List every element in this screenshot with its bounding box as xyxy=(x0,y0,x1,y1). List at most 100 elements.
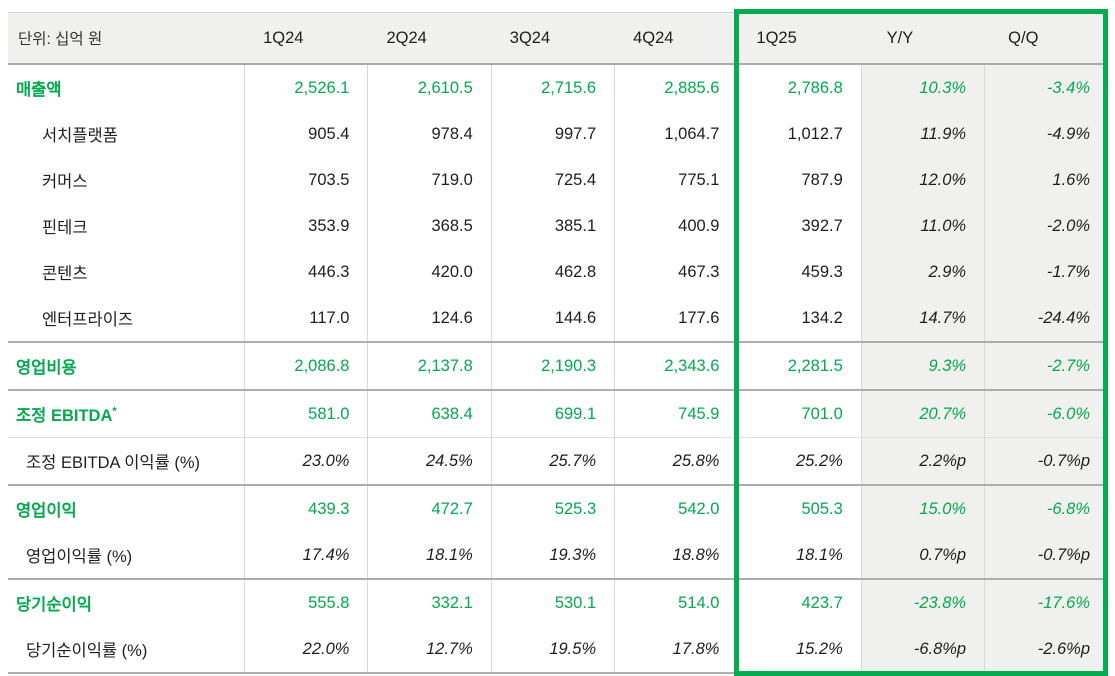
cell-value: 10.3% xyxy=(860,64,985,111)
cell-value: -2.0% xyxy=(984,203,1108,249)
cell-value: -6.8%p xyxy=(860,626,985,674)
cell-value: 423.7 xyxy=(737,578,862,626)
cell-value: -6.8% xyxy=(984,484,1108,532)
cell-value: 332.1 xyxy=(367,578,492,626)
row-label: 매출액 xyxy=(8,64,245,111)
cell-value: 134.2 xyxy=(737,295,862,342)
cell-value: 459.3 xyxy=(737,249,862,295)
cell-value: 462.8 xyxy=(490,249,615,295)
cell-value: 2,343.6 xyxy=(614,341,738,390)
cell-value: 19.3% xyxy=(490,532,615,579)
table-row: 커머스 703.5 719.0 725.4 775.1 787.9 12.0% … xyxy=(8,157,1108,203)
table-row: 당기순이익률 (%) 22.0% 12.7% 19.5% 17.8% 15.2%… xyxy=(8,626,1108,674)
cell-value: 1,064.7 xyxy=(614,111,738,157)
cell-value: 144.6 xyxy=(490,295,615,342)
table-body: 매출액 2,526.1 2,610.5 2,715.6 2,885.6 2,78… xyxy=(8,64,1108,674)
cell-value: 1,012.7 xyxy=(737,111,862,157)
cell-value: 787.9 xyxy=(737,157,862,203)
column-header-1q25: 1Q25 xyxy=(737,12,862,65)
quarterly-results-table: 단위: 십억 원 1Q24 2Q24 3Q24 4Q24 1Q25 Y/Y Q/… xyxy=(8,12,1108,674)
cell-value: 2.9% xyxy=(860,249,985,295)
cell-value: 701.0 xyxy=(737,389,862,438)
cell-value: 467.3 xyxy=(614,249,738,295)
cell-value: 2,190.3 xyxy=(490,341,615,390)
table-row: 영업비용 2,086.8 2,137.8 2,190.3 2,343.6 2,2… xyxy=(8,341,1108,390)
row-label: 영업이익 xyxy=(8,484,245,532)
cell-value: 2,715.6 xyxy=(490,64,615,111)
table-row: 엔터프라이즈 117.0 124.6 144.6 177.6 134.2 14.… xyxy=(8,295,1108,342)
cell-value: 2.2%p xyxy=(860,437,985,485)
table-row: 조정 EBITDA* 581.0 638.4 699.1 745.9 701.0… xyxy=(8,389,1108,438)
row-label: 콘텐츠 xyxy=(8,249,245,295)
row-label: 당기순이익 xyxy=(8,578,245,626)
cell-value: 905.4 xyxy=(244,111,368,157)
cell-value: 25.2% xyxy=(737,437,862,485)
cell-value: -0.7%p xyxy=(984,532,1108,579)
column-header-qq: Q/Q xyxy=(984,12,1108,65)
cell-value: 2,137.8 xyxy=(367,341,492,390)
cell-value: 400.9 xyxy=(614,203,738,249)
cell-value: 14.7% xyxy=(860,295,985,342)
table-row: 영업이익 439.3 472.7 525.3 542.0 505.3 15.0%… xyxy=(8,484,1108,532)
cell-value: -17.6% xyxy=(984,578,1108,626)
cell-value: 2,526.1 xyxy=(244,64,368,111)
cell-value: 719.0 xyxy=(367,157,492,203)
cell-value: -23.8% xyxy=(860,578,985,626)
cell-value: 18.1% xyxy=(367,532,492,579)
cell-value: 581.0 xyxy=(244,389,368,438)
row-label: 영업비용 xyxy=(8,341,245,390)
cell-value: 2,885.6 xyxy=(614,64,738,111)
cell-value: 117.0 xyxy=(244,295,368,342)
cell-value: 542.0 xyxy=(614,484,738,532)
cell-value: 23.0% xyxy=(244,437,368,485)
cell-value: -24.4% xyxy=(984,295,1108,342)
cell-value: 514.0 xyxy=(614,578,738,626)
header-row: 단위: 십억 원 1Q24 2Q24 3Q24 4Q24 1Q25 Y/Y Q/… xyxy=(8,12,1108,65)
column-header-2q24: 2Q24 xyxy=(367,12,492,65)
cell-value: 19.5% xyxy=(490,626,615,674)
cell-value: 2,281.5 xyxy=(737,341,862,390)
row-label: 조정 EBITDA* xyxy=(8,389,245,438)
row-label: 당기순이익률 (%) xyxy=(8,626,245,674)
cell-value: -6.0% xyxy=(984,389,1108,438)
cell-value: 20.7% xyxy=(860,389,985,438)
column-header-4q24: 4Q24 xyxy=(614,12,738,65)
cell-value: 9.3% xyxy=(860,341,985,390)
cell-value: -0.7%p xyxy=(984,437,1108,485)
cell-value: 439.3 xyxy=(244,484,368,532)
cell-value: 997.7 xyxy=(490,111,615,157)
cell-value: 18.1% xyxy=(737,532,862,579)
cell-value: 353.9 xyxy=(244,203,368,249)
row-label: 커머스 xyxy=(8,157,245,203)
cell-value: 25.8% xyxy=(614,437,738,485)
row-label: 조정 EBITDA 이익률 (%) xyxy=(8,437,245,485)
table-row: 당기순이익 555.8 332.1 530.1 514.0 423.7 -23.… xyxy=(8,578,1108,626)
row-label: 엔터프라이즈 xyxy=(8,295,245,342)
cell-value: 177.6 xyxy=(614,295,738,342)
cell-value: 18.8% xyxy=(614,532,738,579)
cell-value: 472.7 xyxy=(367,484,492,532)
cell-value: 15.0% xyxy=(860,484,985,532)
cell-value: 703.5 xyxy=(244,157,368,203)
cell-value: 24.5% xyxy=(367,437,492,485)
table-row: 조정 EBITDA 이익률 (%) 23.0% 24.5% 25.7% 25.8… xyxy=(8,437,1108,485)
row-label: 서치플랫폼 xyxy=(8,111,245,157)
cell-value: 2,086.8 xyxy=(244,341,368,390)
cell-value: 15.2% xyxy=(737,626,862,674)
cell-value: 505.3 xyxy=(737,484,862,532)
cell-value: -1.7% xyxy=(984,249,1108,295)
column-header-1q24: 1Q24 xyxy=(244,12,368,65)
cell-value: -2.6%p xyxy=(984,626,1108,674)
table-row: 영업이익률 (%) 17.4% 18.1% 19.3% 18.8% 18.1% … xyxy=(8,532,1108,579)
row-label: 영업이익률 (%) xyxy=(8,532,245,579)
cell-value: 25.7% xyxy=(490,437,615,485)
cell-value: 17.8% xyxy=(614,626,738,674)
financial-results-table: 단위: 십억 원 1Q24 2Q24 3Q24 4Q24 1Q25 Y/Y Q/… xyxy=(8,9,1108,676)
cell-value: 2,786.8 xyxy=(737,64,862,111)
cell-value: -3.4% xyxy=(984,64,1108,111)
cell-value: 17.4% xyxy=(244,532,368,579)
cell-value: 385.1 xyxy=(490,203,615,249)
cell-value: 725.4 xyxy=(490,157,615,203)
cell-value: 11.9% xyxy=(860,111,985,157)
table-row: 서치플랫폼 905.4 978.4 997.7 1,064.7 1,012.7 … xyxy=(8,111,1108,157)
